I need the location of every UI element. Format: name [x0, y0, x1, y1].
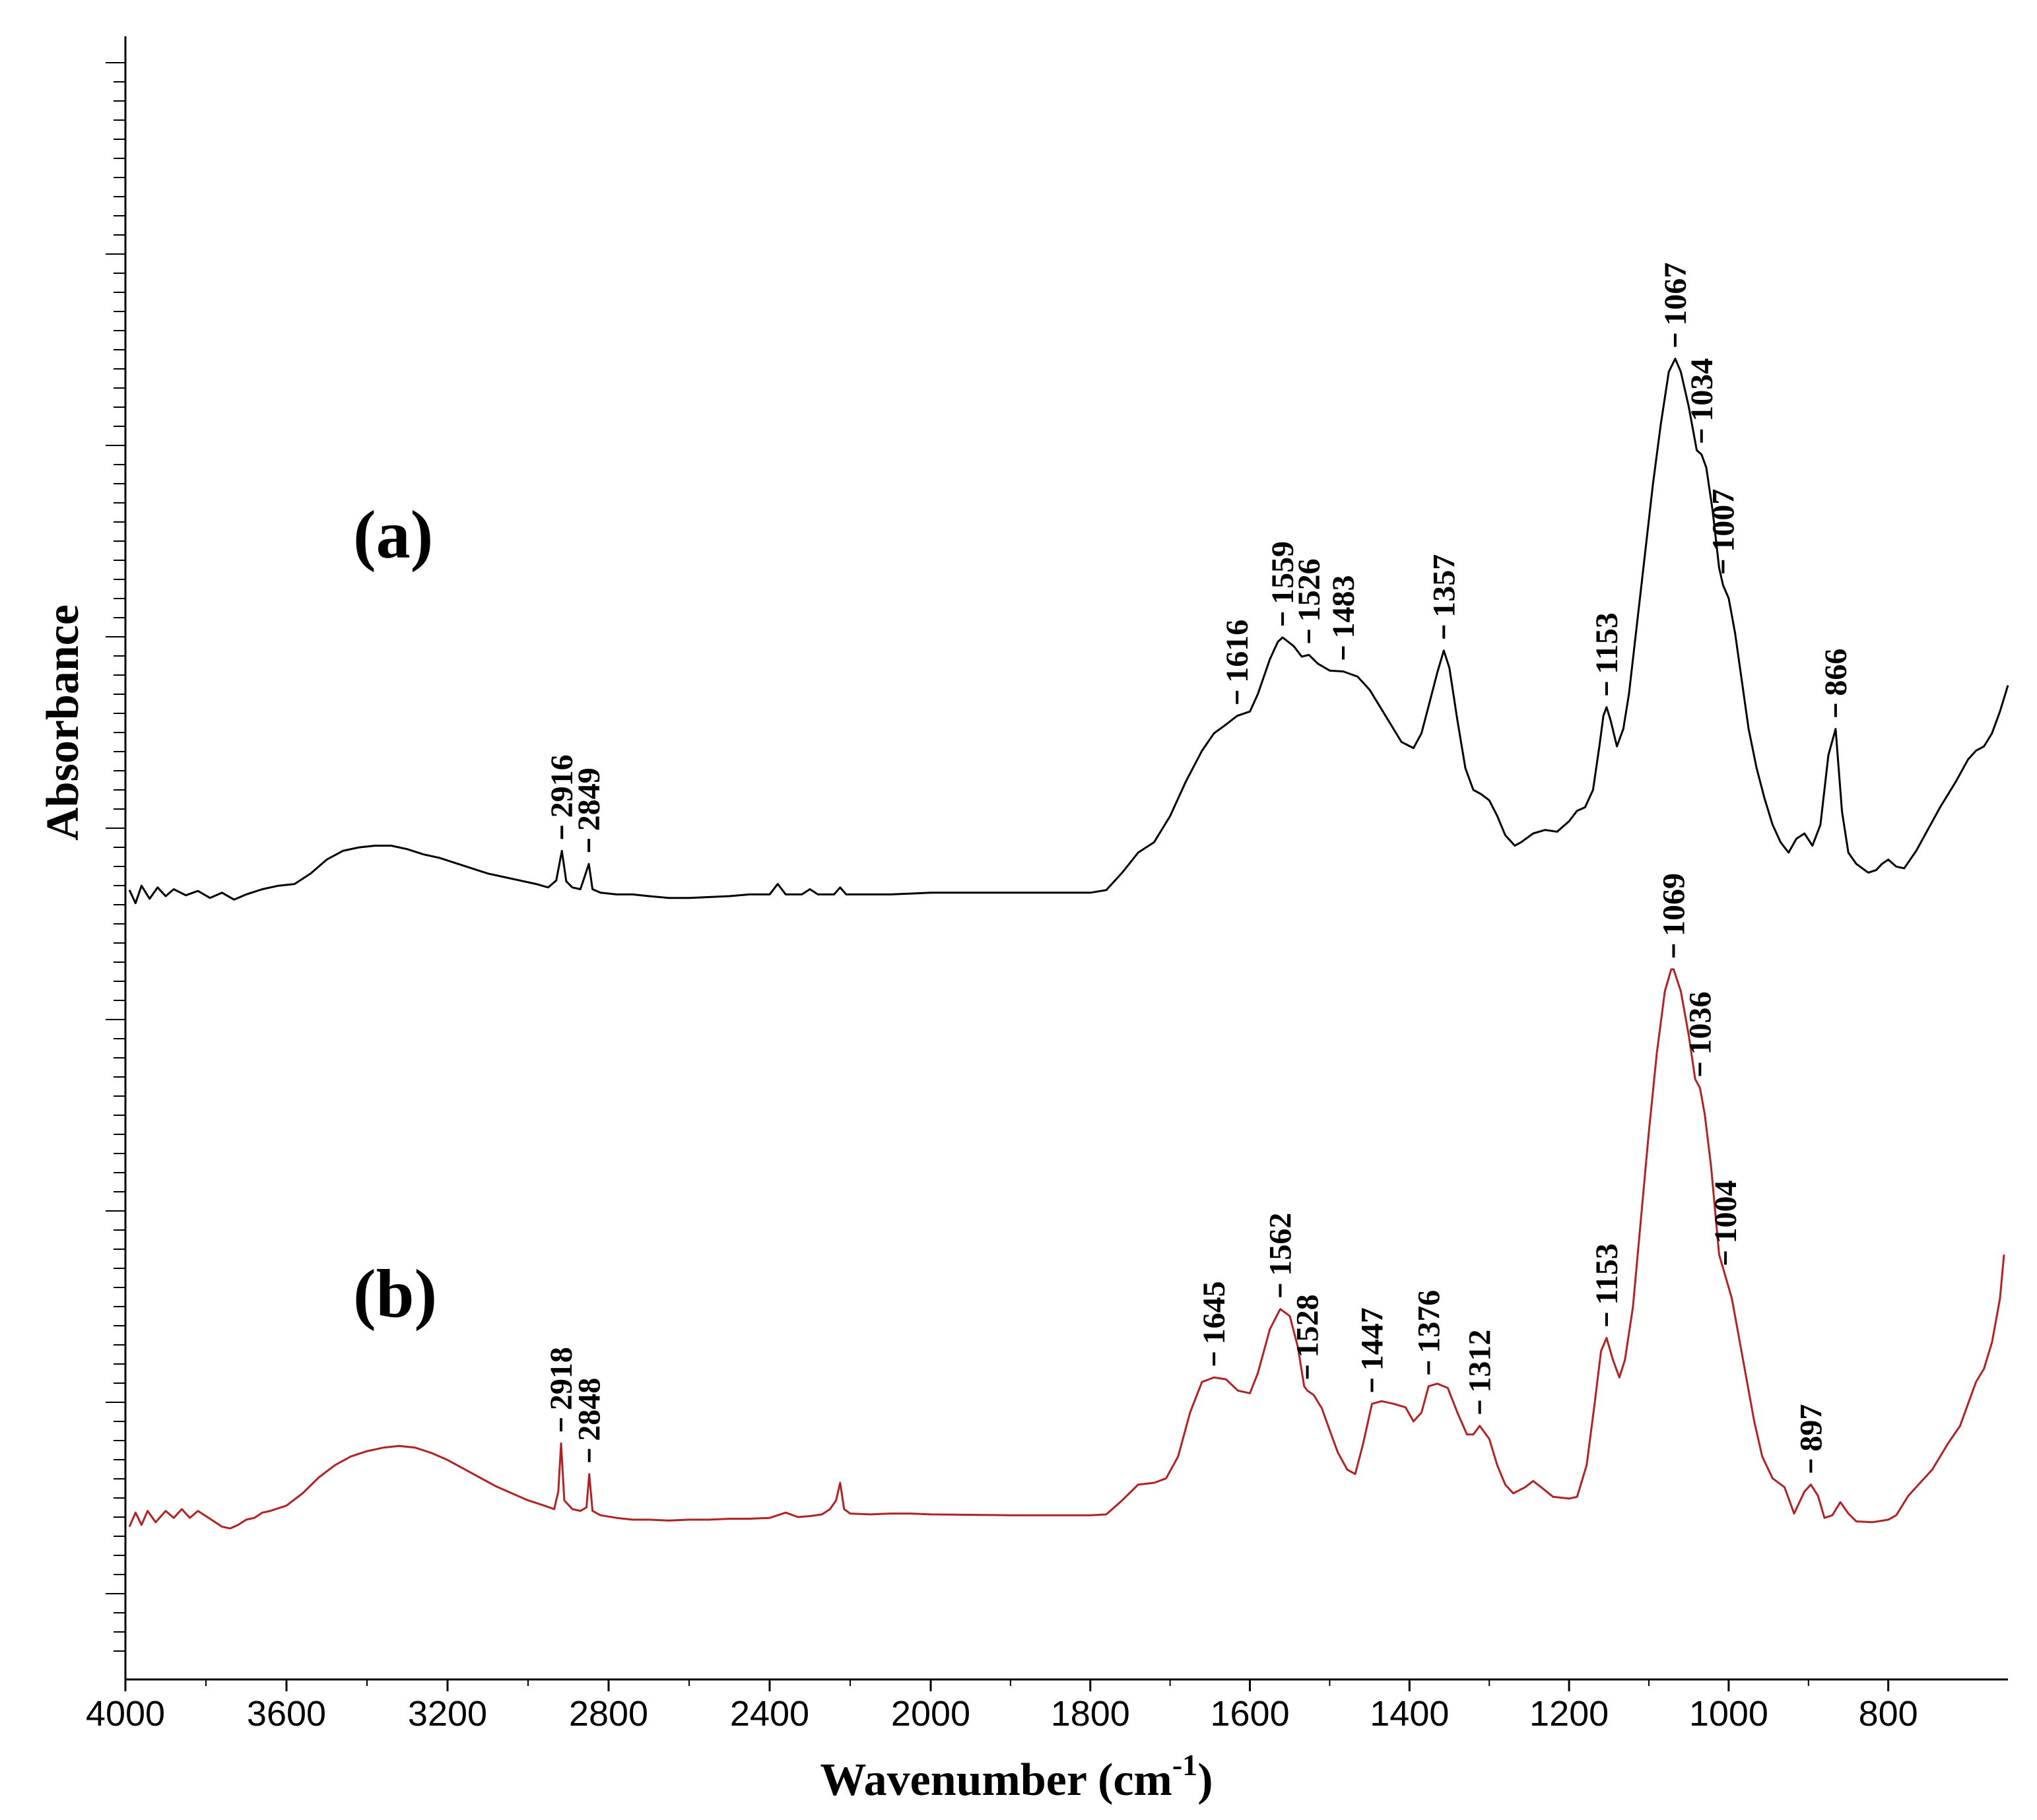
- peak-label-b: 1004: [1708, 1180, 1743, 1243]
- peak-label-b: 2918: [544, 1347, 579, 1410]
- peak-label-a: 1034: [1685, 358, 1720, 422]
- series-line-b: [128, 968, 2005, 1530]
- peak-label-a: 1526: [1292, 558, 1327, 622]
- peak-label-b: 1528: [1290, 1294, 1325, 1357]
- peak-label-b: 1645: [1197, 1281, 1232, 1344]
- series-line-a: [128, 358, 2009, 905]
- x-tick-label: 2000: [891, 1694, 970, 1734]
- peak-label-b: 1376: [1411, 1290, 1446, 1353]
- peak-label-b: 897: [1793, 1404, 1828, 1452]
- x-axis-title-close: ): [1197, 1755, 1213, 1805]
- peak-label-b: 1447: [1355, 1307, 1390, 1371]
- peak-label-a: 866: [1819, 649, 1853, 696]
- x-tick-label: 2400: [730, 1694, 809, 1734]
- peak-label-a: 1559: [1265, 541, 1300, 604]
- x-tick-label: 1000: [1689, 1694, 1768, 1734]
- peak-label-b: 2848: [572, 1378, 607, 1441]
- x-tick-label: 1400: [1370, 1694, 1449, 1734]
- peak-label-a: 1153: [1589, 612, 1624, 674]
- series-a: [128, 358, 2009, 905]
- x-ticks: 4000 3600 3200 2800 2400 2000 1800 1600 1400 1200…: [86, 1679, 1918, 1734]
- peak-label-b: 1153: [1589, 1243, 1624, 1305]
- series-label-a: (a): [353, 497, 433, 573]
- x-tick-label: 1800: [1051, 1694, 1130, 1734]
- peak-label-b: 1312: [1463, 1330, 1498, 1393]
- peak-label-b: 1036: [1683, 992, 1718, 1055]
- peak-label-a: 1483: [1326, 575, 1361, 638]
- peak-label-a: 1007: [1706, 489, 1741, 552]
- x-tick-label: 800: [1859, 1694, 1918, 1734]
- axes: [124, 36, 2008, 1681]
- x-tick-label: 4000: [86, 1694, 165, 1734]
- x-tick-label: 2800: [569, 1694, 648, 1734]
- x-tick-label: 1200: [1529, 1694, 1609, 1734]
- peak-label-a: 1067: [1658, 263, 1693, 326]
- x-tick-label: 1600: [1210, 1694, 1289, 1734]
- peak-label-b: 1562: [1263, 1213, 1298, 1276]
- y-minor-ticks: [106, 62, 125, 1652]
- peak-label-a: 2849: [572, 767, 607, 831]
- series-b: [128, 968, 2005, 1530]
- x-axis-title-main: Wavenumber (cm: [820, 1755, 1172, 1805]
- series-label-b: (b): [353, 1256, 437, 1332]
- peak-label-a: 1357: [1426, 554, 1461, 618]
- x-tick-label: 3200: [408, 1694, 487, 1734]
- x-axis-title: Wavenumber (cm-1): [820, 1748, 1213, 1805]
- peak-label-b: 1069: [1656, 873, 1691, 936]
- peak-label-a: 2916: [545, 754, 580, 818]
- y-axis-title: Absorbance: [38, 604, 88, 841]
- x-tick-label: 3600: [247, 1694, 326, 1734]
- peak-label-a: 1616: [1220, 620, 1255, 683]
- x-axis-title-sup: -1: [1172, 1748, 1197, 1782]
